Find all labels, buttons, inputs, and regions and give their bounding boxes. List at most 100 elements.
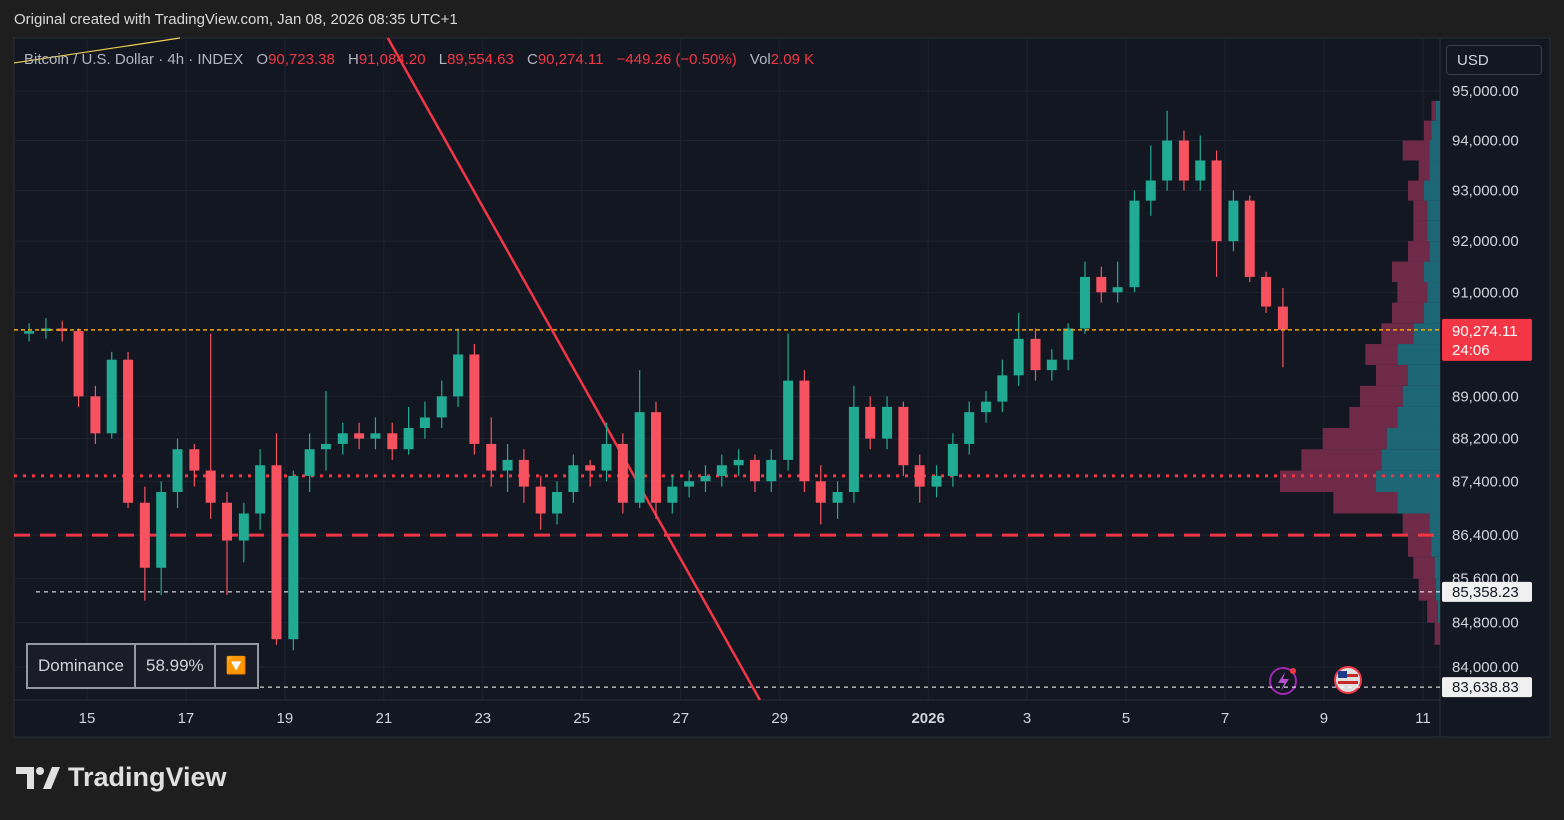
profile-down (1427, 600, 1438, 623)
profile-up (1431, 120, 1440, 141)
candle-body (552, 491, 563, 514)
candle-body (1112, 287, 1123, 293)
y-tick-label: 92,000.00 (1452, 233, 1519, 250)
x-tick-label: 5 (1122, 710, 1130, 727)
profile-up (1434, 556, 1440, 579)
event-icon[interactable] (1269, 667, 1297, 695)
profile-down (1322, 428, 1387, 450)
profile-down (1402, 513, 1430, 536)
profile-down (1349, 406, 1398, 429)
candle-body (964, 412, 975, 444)
candle-body (799, 380, 810, 482)
candle-body (1096, 276, 1107, 293)
candle-body (1013, 338, 1024, 376)
y-tick-label: 84,800.00 (1452, 615, 1519, 632)
brand-name: TradingView (68, 762, 227, 792)
candle-body (1228, 200, 1239, 242)
x-tick-label: 11 (1415, 710, 1431, 727)
profile-up (1427, 282, 1440, 303)
flag-icon (1338, 671, 1347, 678)
profile-up (1429, 513, 1440, 536)
candle-body (601, 443, 612, 471)
candle-body (73, 331, 84, 397)
dominance-widget: Dominance 58.99% 🔽 (26, 643, 259, 689)
candle-body (1046, 359, 1057, 371)
x-tick-label: 2026 (911, 710, 944, 727)
chart-frame (13, 37, 1551, 738)
candle-body (914, 465, 925, 487)
legend-label: Vol (749, 51, 771, 68)
profile-up (1431, 535, 1440, 557)
candle-body (123, 359, 134, 503)
candle-body (997, 375, 1008, 402)
legend-label: O (256, 51, 269, 68)
legend-value: 89,554.63 (447, 51, 514, 68)
y-tick-label: 94,000.00 (1452, 132, 1519, 149)
candle-body (486, 443, 497, 471)
profile-down (1333, 491, 1398, 514)
legend-value: 90,723.38 (268, 51, 335, 68)
candle-body (634, 412, 645, 503)
candle-body (1244, 200, 1255, 277)
candle-body (700, 475, 711, 482)
level-label: 85,358.23 (1452, 584, 1519, 601)
candle-body (898, 406, 909, 466)
candle-body (617, 443, 628, 503)
candle-body (667, 486, 678, 503)
x-tick-label: 21 (376, 710, 393, 727)
brand-logo (16, 766, 60, 789)
candle-body (139, 502, 150, 568)
candle-body (354, 433, 365, 439)
profile-down (1413, 220, 1428, 242)
profile-down (1431, 100, 1436, 121)
profile-up (1424, 302, 1440, 324)
candle-body (1178, 140, 1189, 181)
candle-body (106, 359, 117, 434)
x-tick-label: 27 (672, 710, 689, 727)
profile-down (1376, 364, 1408, 386)
profile-down (1408, 535, 1432, 557)
credit: Original created with TradingView.com, J… (14, 11, 458, 28)
currency-button[interactable]: USD (1446, 45, 1542, 75)
candle-body (90, 396, 101, 434)
trendline (386, 37, 761, 701)
profile-up (1424, 180, 1440, 201)
x-tick-label: 19 (277, 710, 294, 727)
countdown: 24:06 (1452, 342, 1490, 359)
candle-body (1063, 328, 1074, 360)
candle-body (189, 449, 200, 471)
candle-body (222, 502, 233, 541)
candle-body (320, 443, 331, 450)
event-icon (1278, 672, 1289, 691)
legend-label: H (347, 51, 359, 68)
legend-value: 91,084.20 (358, 51, 426, 68)
flag-icon[interactable] (1334, 666, 1362, 694)
profile-up (1397, 344, 1440, 365)
candle-body (469, 354, 480, 444)
profile-up (1429, 241, 1440, 262)
candle-body (650, 412, 661, 503)
profile-down (1402, 140, 1430, 161)
candle-body (436, 396, 447, 418)
brand: TradingView (16, 762, 227, 793)
profile-down (1408, 180, 1424, 201)
y-tick-label: 86,400.00 (1452, 527, 1519, 544)
candle-body (502, 459, 513, 471)
candle-body (1211, 160, 1222, 242)
dominance-toggle[interactable]: 🔽 (225, 656, 247, 675)
x-tick-label: 25 (573, 710, 590, 727)
flag-icon (1338, 674, 1358, 677)
candle-body (172, 449, 183, 492)
candle-body (865, 406, 876, 439)
profile-down (1424, 120, 1432, 141)
profile-down (1413, 200, 1428, 221)
candle-body (815, 481, 826, 503)
candle-body (419, 417, 430, 429)
profile-down (1408, 241, 1430, 262)
candle-body (337, 433, 348, 444)
x-tick-label: 9 (1320, 710, 1328, 727)
y-tick-label: 84,000.00 (1452, 659, 1519, 676)
level-label: 83,638.83 (1452, 679, 1519, 696)
candle-body (205, 470, 216, 503)
